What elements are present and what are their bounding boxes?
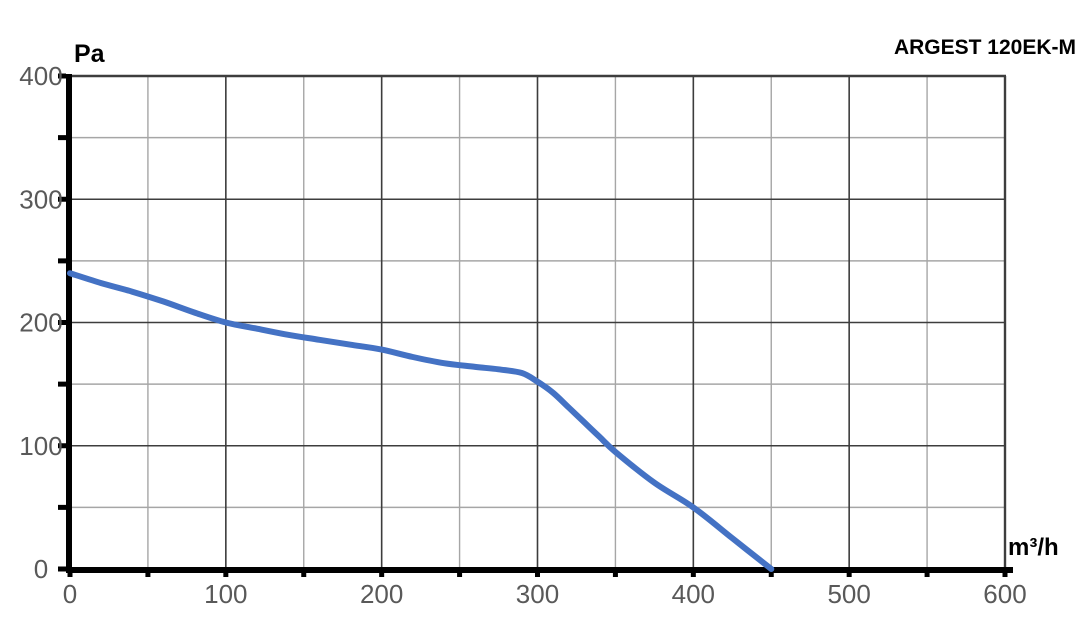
y-tick-label: 200 <box>19 308 62 338</box>
x-tick-label: 0 <box>63 579 77 609</box>
x-tick-labels: 0 100 200 300 400 500 600 <box>63 579 1027 609</box>
fan-curve-line <box>67 270 775 572</box>
flow-axis-label: m³/h <box>1008 534 1059 561</box>
x-tick-label: 200 <box>360 579 403 609</box>
x-tick-label: 500 <box>827 579 870 609</box>
y-tick-label: 100 <box>19 431 62 461</box>
y-tick-label: 400 <box>19 61 62 91</box>
plot-border <box>70 74 1007 569</box>
x-tick-label: 400 <box>672 579 715 609</box>
y-tick-label: 0 <box>34 554 48 584</box>
y-tick-labels: 0 100 200 300 400 <box>19 61 62 584</box>
y-tick-label: 300 <box>19 184 62 214</box>
fan-curve <box>67 270 775 572</box>
x-tick-label: 100 <box>204 579 247 609</box>
x-tick-label: 600 <box>983 579 1026 609</box>
axis-ticks <box>58 73 1008 577</box>
pressure-axis-label: Pa <box>74 40 105 68</box>
grid-major <box>70 76 1005 569</box>
x-tick-label: 300 <box>516 579 559 609</box>
chart-title: ARGEST 120EK-M <box>893 36 1076 59</box>
axis-lines <box>66 74 1013 573</box>
